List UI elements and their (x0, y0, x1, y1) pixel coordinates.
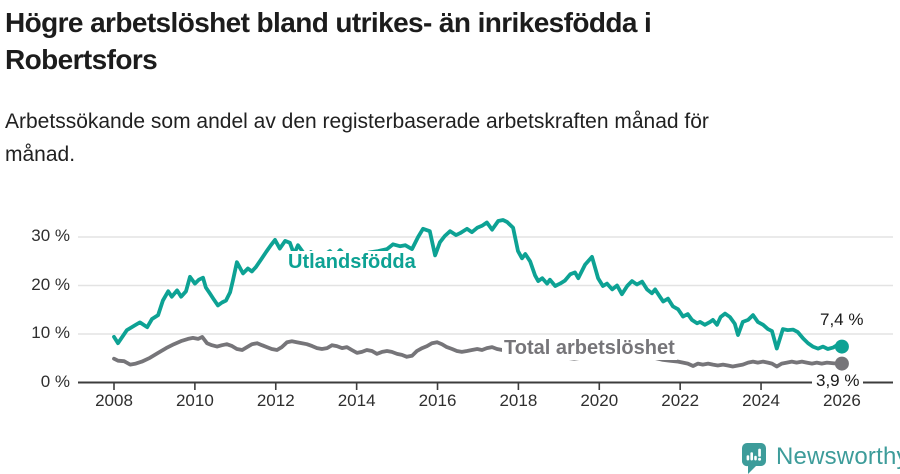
x-axis-label: 2022 (661, 391, 700, 410)
x-axis-label: 2012 (256, 391, 295, 410)
brand-footer: Newsworthy (742, 443, 900, 474)
brand-name: Newsworthy (776, 443, 900, 470)
x-axis-label: 2008 (95, 391, 133, 410)
page-subtitle: Arbetssökande som andel av den registerb… (5, 110, 709, 166)
x-axis-label: 2016 (418, 391, 457, 410)
y-axis-label: 0 % (40, 371, 70, 391)
x-axis-label: 2024 (742, 391, 780, 410)
y-axis-label: 30 % (31, 226, 70, 245)
y-axis-label: 20 % (31, 274, 70, 294)
end-value-label-total: 3,9 % (812, 371, 864, 391)
series-end-dot-0 (834, 339, 849, 354)
series-line-1 (112, 334, 844, 369)
x-axis-label: 2010 (175, 391, 214, 410)
page-title: Högre arbetslöshet bland utrikes- än inr… (5, 7, 652, 75)
x-axis-label: 2014 (337, 391, 376, 410)
x-axis-label: 2026 (822, 391, 861, 410)
x-axis-label: 2018 (499, 391, 538, 410)
newsworthy-logo-icon (742, 443, 766, 474)
x-axis-label: 2020 (580, 391, 619, 410)
series-line-0 (112, 218, 844, 351)
y-axis-label: 10 % (31, 323, 70, 342)
series-label-utlandsfodda: Utlandsfödda (286, 251, 418, 274)
series-end-dot-1 (834, 356, 849, 371)
end-value-label-utlandsfodda: 7,4 % (816, 310, 868, 330)
series-label-total-arbetsloshet: Total arbetslöshet (502, 337, 677, 360)
